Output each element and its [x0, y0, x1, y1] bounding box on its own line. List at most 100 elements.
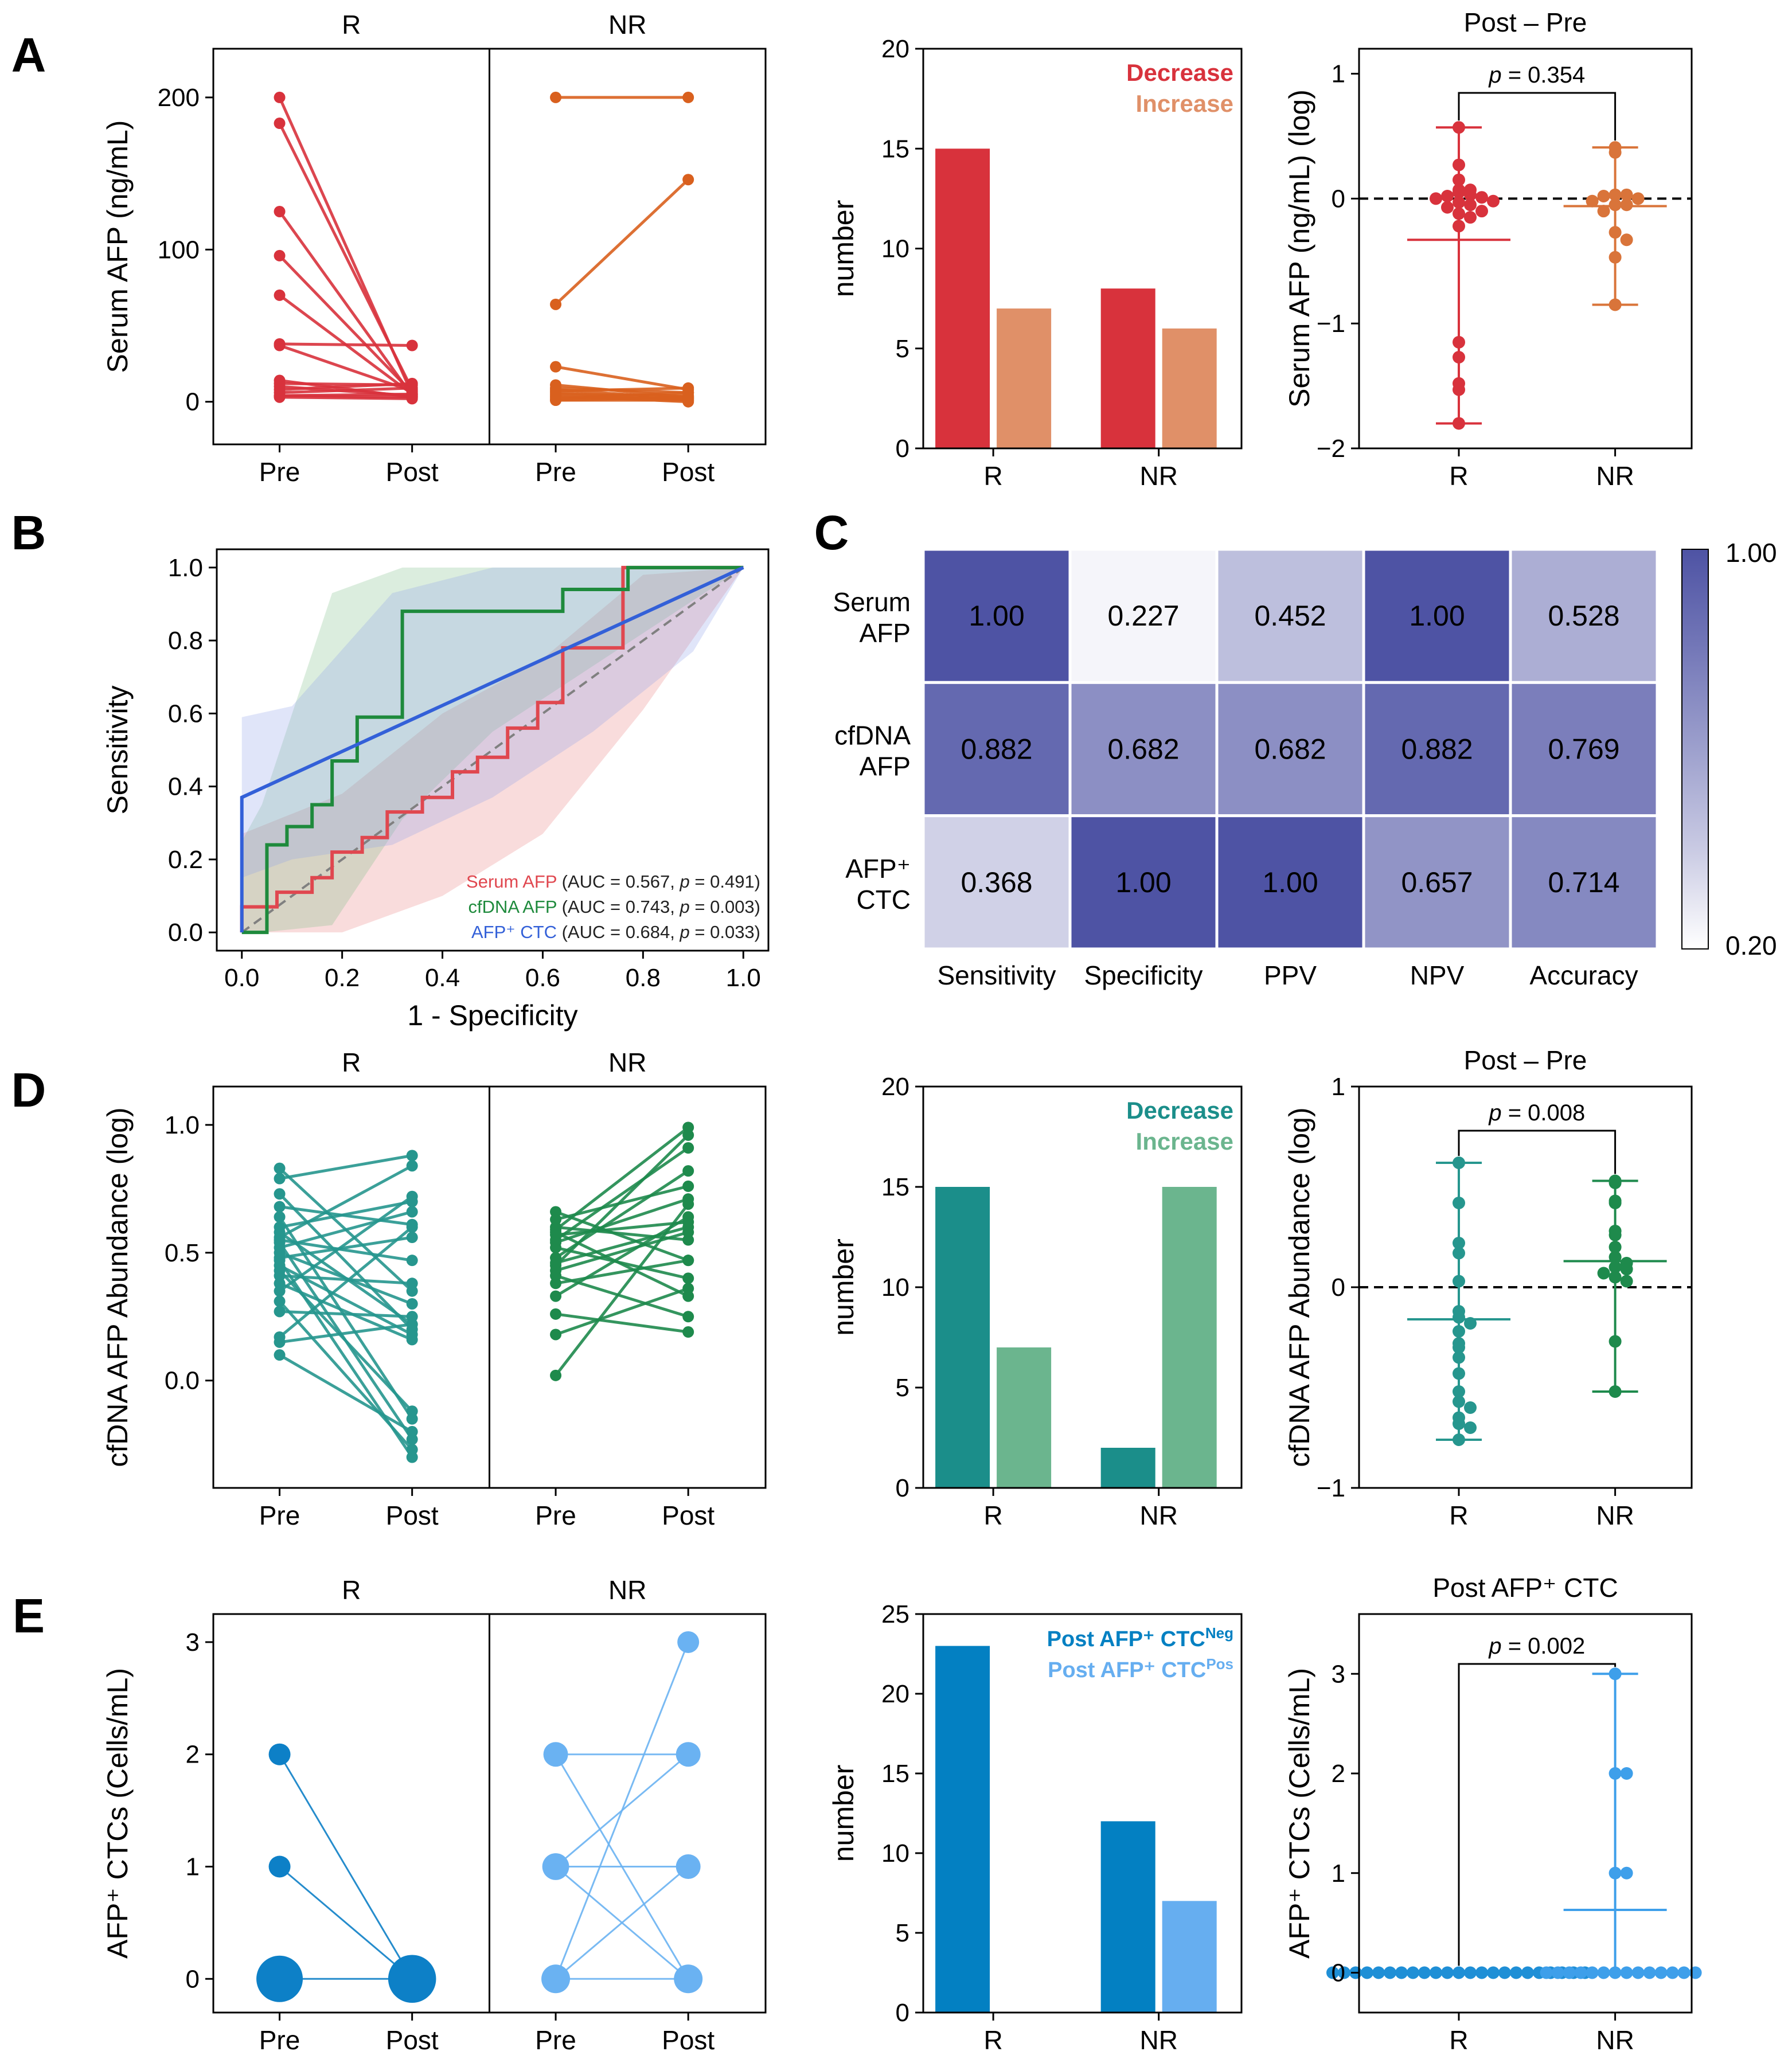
heatmap-cell [922, 814, 1072, 951]
legend-stats-auc: (AUC = 0.567, [557, 872, 680, 892]
data-point [1453, 1325, 1465, 1338]
y-tick-label: 2 [186, 1741, 200, 1769]
pair-line [555, 1134, 689, 1267]
data-point [1586, 194, 1599, 208]
data-point [1453, 220, 1465, 233]
heatmap-cell-value: 0.528 [1548, 600, 1619, 632]
x-tick-label: R [983, 2025, 1002, 2055]
y-tick-label: 0.2 [168, 846, 203, 874]
pair-line [555, 1259, 689, 1285]
legend-entry: Increase [1136, 1128, 1233, 1155]
post-point [388, 1955, 436, 2003]
data-point [1608, 1251, 1622, 1264]
post-point [406, 339, 418, 351]
pre-point [542, 1853, 569, 1880]
significance-bracket [1458, 1663, 1617, 1966]
bar-nr-decrease [1100, 1448, 1155, 1488]
y-axis-label: AFP⁺ CTCs (Cells/mL) [1283, 1668, 1315, 1959]
data-point [1475, 1966, 1488, 1979]
data-point [1608, 1385, 1622, 1398]
pre-point [274, 338, 286, 350]
data-point [1453, 1966, 1465, 1979]
colorbar-min-label: 0.20 [1725, 931, 1777, 960]
data-point [1608, 1197, 1622, 1209]
bar-r-neg [935, 1646, 990, 2013]
y-axis-label: Serum AFP (ng/mL) [101, 120, 134, 373]
data-point [1326, 1966, 1339, 1979]
p-value-label: p = 0.002 [1488, 1634, 1585, 1659]
pre-point [274, 1211, 286, 1223]
data-point [1510, 1966, 1522, 1979]
data-point [1608, 1229, 1622, 1241]
pre-point [274, 1162, 286, 1174]
pair-line [278, 255, 413, 394]
pre-point [550, 1241, 562, 1253]
row-label: AFP [860, 752, 911, 782]
pair-line [555, 391, 689, 400]
data-point [1372, 1966, 1385, 1979]
data-point [1620, 1866, 1633, 1880]
post-point [682, 1180, 694, 1192]
data-point [1453, 1351, 1465, 1364]
post-point [682, 1211, 694, 1223]
legend-entry: Decrease [1126, 1097, 1233, 1124]
pre-point [274, 118, 286, 130]
data-point [1608, 1866, 1622, 1880]
x-tick-label: Post [386, 2025, 439, 2055]
post-point [682, 1198, 694, 1210]
data-point [1441, 190, 1454, 203]
bar-nr-increase [1162, 1187, 1217, 1488]
pair-line [555, 365, 689, 391]
row-label: CTC [856, 885, 911, 915]
data-point [1643, 1966, 1656, 1979]
y-tick-label: 5 [896, 1374, 909, 1402]
data-point [1608, 1335, 1622, 1348]
bar-nr-decrease [1100, 288, 1155, 448]
pair-line [279, 392, 412, 397]
column-label: Sensitivity [937, 960, 1056, 990]
x-tick-label: Pre [259, 1501, 300, 1530]
y-tick-label: 1 [1332, 60, 1345, 88]
x-tick-label: Pre [535, 2025, 576, 2055]
data-point [1453, 1395, 1465, 1408]
data-point [1453, 1385, 1465, 1398]
heatmap-cell [1509, 548, 1659, 684]
pair-line [279, 1282, 413, 1341]
pair-line [279, 1310, 412, 1318]
pre-point [274, 205, 286, 217]
y-tick-label: 15 [881, 1760, 909, 1788]
row-label: Serum [833, 587, 911, 617]
pre-point [550, 91, 562, 103]
legend-stats-auc: (AUC = 0.743, [557, 897, 680, 917]
data-point [1608, 1767, 1622, 1780]
post-point [682, 1283, 694, 1295]
post-point [406, 1298, 418, 1310]
heatmap-cell [1362, 814, 1512, 951]
pre-point [268, 1855, 291, 1878]
heatmap-cell-value: 0.882 [1401, 733, 1473, 765]
data-point [1453, 1197, 1465, 1209]
data-point [1620, 1767, 1633, 1780]
x-tick-label: NR [1596, 1501, 1634, 1530]
x-tick-label: Pre [535, 1501, 576, 1530]
pre-point [274, 1306, 286, 1318]
y-tick-label: 5 [896, 1919, 909, 1947]
bar-nr-pos [1162, 1901, 1217, 2013]
pair-line [555, 1197, 689, 1244]
data-point [1430, 192, 1442, 205]
x-tick-label: NR [1139, 1501, 1177, 1530]
legend-stats-p: p [680, 872, 690, 892]
y-tick-label: 2 [1332, 1760, 1345, 1788]
post-point [406, 1232, 418, 1244]
legend-entry: Post AFP⁺ CTCPos [1048, 1655, 1233, 1682]
data-point [1620, 233, 1633, 247]
data-point [1464, 1966, 1477, 1979]
pre-point [550, 1369, 562, 1381]
y-tick-label: 0 [186, 1965, 200, 1993]
pair-line [555, 1246, 689, 1280]
pre-point [274, 1336, 286, 1348]
pair-line [555, 1216, 689, 1298]
y-tick-label: −2 [1317, 435, 1345, 463]
pair-line [279, 1210, 413, 1249]
y-axis-label: number [827, 1765, 860, 1862]
